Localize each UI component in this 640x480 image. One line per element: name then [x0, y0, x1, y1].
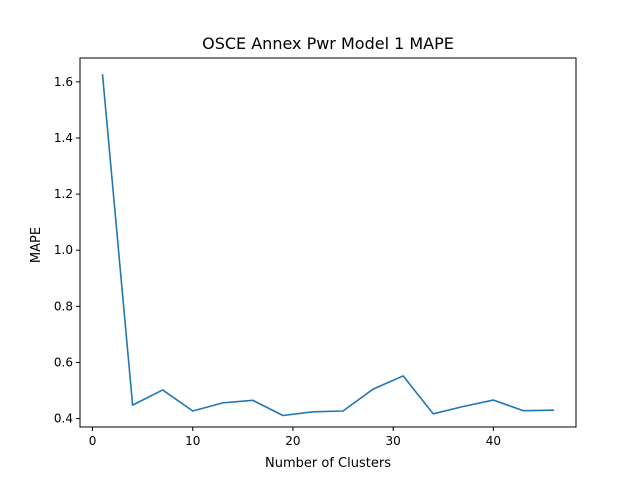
x-tick-label: 30	[385, 434, 400, 448]
y-tick-label: 0.8	[54, 299, 73, 313]
axes-frame	[79, 57, 577, 428]
plot-area: 0 10 20 30 40 0.4 0.6 0.8 1.0 1.2 1.4 1.6	[54, 57, 577, 448]
x-tick-label: 10	[185, 434, 200, 448]
y-tick-label: 1.2	[54, 187, 73, 201]
y-tick-label: 1.4	[54, 131, 73, 145]
x-tick-label: 40	[486, 434, 501, 448]
y-tick-label: 0.6	[54, 355, 73, 369]
x-axis-label: Number of Clusters	[265, 456, 391, 471]
x-tick-label: 20	[285, 434, 300, 448]
y-tick-label: 1.6	[54, 75, 73, 89]
y-tick-label: 1.0	[54, 243, 73, 257]
y-axis-label: MAPE	[29, 227, 44, 263]
series-line-0	[101, 74, 555, 417]
x-tick-label: 0	[89, 434, 97, 448]
y-tick-label: 0.4	[54, 412, 73, 426]
chart-title: OSCE Annex Pwr Model 1 MAPE	[202, 34, 454, 53]
